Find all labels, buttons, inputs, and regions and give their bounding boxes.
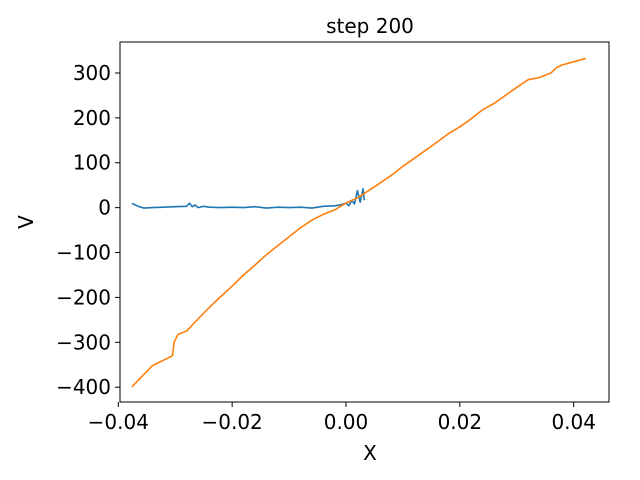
x-tick-label: 0.04 — [551, 410, 596, 434]
x-tick-label: 0.02 — [438, 410, 483, 434]
y-tick-label: −200 — [56, 285, 111, 309]
plot-frame — [119, 41, 610, 403]
x-tick-label: 0.00 — [324, 410, 369, 434]
series-1-line — [131, 57, 586, 388]
y-axis: −400 −300 −200 −100 0 100 200 300 — [56, 61, 120, 399]
series-0-line — [131, 188, 365, 209]
plot-area — [119, 41, 610, 403]
y-tick-label: 0 — [98, 196, 111, 220]
y-tick-label: −400 — [56, 375, 111, 399]
chart-title: step 200 — [326, 14, 414, 38]
y-tick-label: 200 — [73, 106, 111, 130]
y-axis-label: V — [14, 215, 38, 229]
y-tick-label: −100 — [56, 241, 111, 265]
y-tick-label: −300 — [56, 330, 111, 354]
x-axis: −0.04 −0.02 0.00 0.02 0.04 — [88, 402, 596, 434]
x-tick-label: −0.02 — [201, 410, 262, 434]
x-tick-label: −0.04 — [88, 410, 149, 434]
x-axis-label: X — [363, 441, 377, 465]
y-tick-label: 300 — [73, 61, 111, 85]
y-tick-label: 100 — [73, 151, 111, 175]
